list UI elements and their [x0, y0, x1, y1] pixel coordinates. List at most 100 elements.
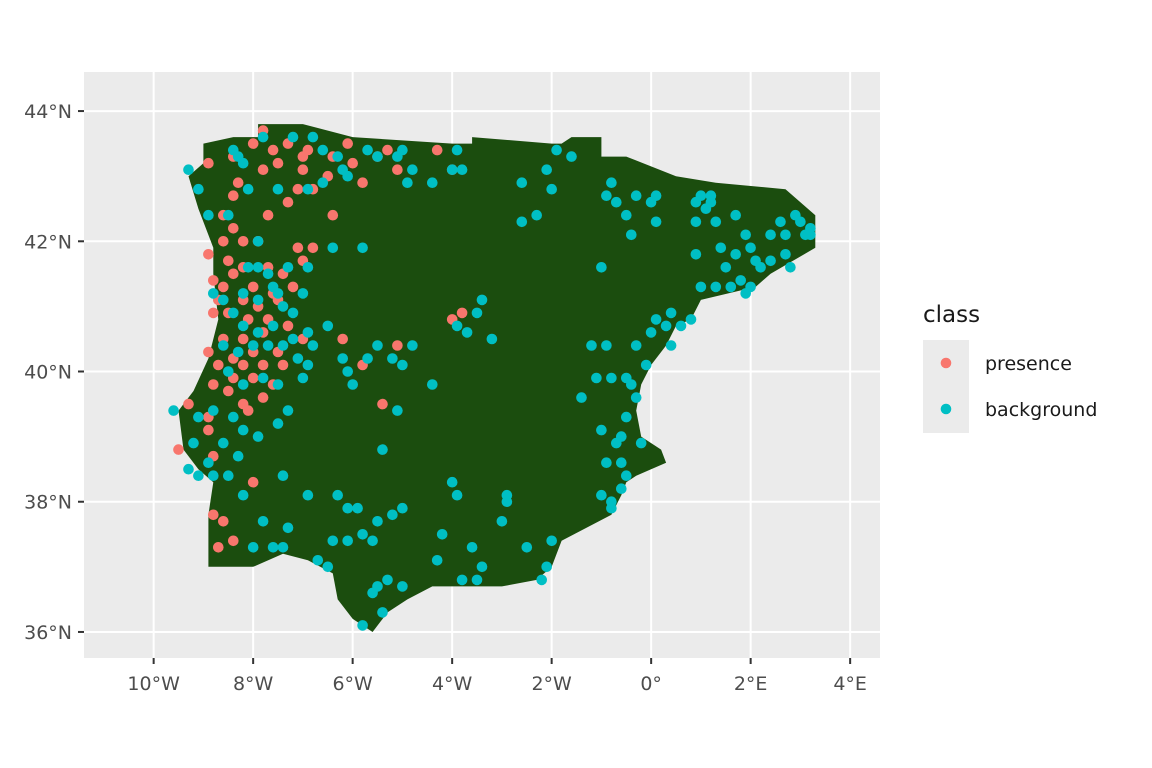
presence-point	[208, 275, 219, 286]
presence-point	[292, 242, 304, 254]
presence-point	[203, 157, 214, 169]
background-point	[725, 281, 737, 293]
background-point	[193, 183, 204, 195]
background-point	[237, 320, 249, 332]
presence-point	[282, 196, 294, 208]
background-point	[476, 294, 488, 306]
background-point	[591, 372, 602, 384]
background-point	[665, 307, 677, 319]
x-tick-label: 6°W	[332, 673, 373, 695]
background-point	[277, 340, 289, 351]
presence-point	[208, 307, 219, 319]
presence-point	[292, 183, 304, 195]
background-point	[436, 529, 448, 540]
background-point	[630, 392, 642, 403]
background-point	[630, 190, 642, 201]
presence-point	[342, 138, 354, 149]
presence-point	[218, 236, 229, 247]
background-point	[616, 457, 627, 469]
background-point	[257, 516, 269, 527]
background-point	[257, 372, 269, 384]
presence-point	[257, 359, 269, 371]
background-point	[611, 437, 622, 449]
background-point	[785, 262, 796, 273]
background-point	[626, 379, 637, 390]
legend-label-presence: presence	[985, 353, 1072, 375]
background-point	[660, 320, 672, 332]
presence-point	[242, 405, 254, 416]
legend-title: class	[923, 302, 980, 328]
presence-point	[327, 209, 339, 221]
background-point	[471, 574, 483, 586]
background-point	[720, 262, 732, 273]
background-point	[596, 424, 607, 436]
background-point	[780, 229, 791, 241]
background-point	[730, 249, 741, 260]
background-point	[327, 242, 339, 254]
background-point	[183, 164, 194, 175]
background-point	[601, 340, 612, 351]
background-point	[402, 177, 413, 188]
background-point	[297, 372, 309, 384]
presence-point	[183, 398, 194, 410]
background-point	[427, 177, 438, 188]
background-point	[755, 262, 766, 273]
background-point	[690, 216, 702, 228]
presence-point	[213, 542, 224, 553]
background-point	[740, 229, 751, 241]
background-point	[277, 542, 289, 553]
background-point	[765, 229, 776, 241]
background-point	[451, 320, 463, 332]
background-point	[332, 151, 344, 162]
presence-point	[232, 177, 244, 188]
presence-point	[431, 144, 443, 156]
background-point	[228, 307, 239, 319]
background-point	[272, 183, 284, 195]
legend: class presence background	[923, 302, 1097, 433]
background-point	[372, 340, 383, 351]
background-point	[327, 535, 339, 547]
background-point	[566, 151, 577, 162]
background-point	[367, 587, 378, 599]
background-point	[247, 542, 259, 553]
background-point	[541, 561, 552, 573]
background-point	[223, 470, 234, 482]
background-point	[208, 288, 219, 299]
background-point	[277, 470, 289, 482]
background-point	[407, 340, 418, 351]
background-point	[616, 483, 627, 495]
background-point	[292, 353, 304, 364]
background-point	[745, 242, 756, 254]
land-area	[178, 124, 816, 632]
background-point	[611, 196, 622, 208]
presence-point	[203, 249, 214, 260]
background-point	[397, 359, 408, 371]
background-point	[606, 502, 617, 514]
background-point	[397, 144, 408, 156]
background-point	[446, 476, 458, 488]
y-tick-label: 38°N	[24, 492, 72, 514]
background-point	[640, 359, 652, 371]
background-point	[650, 314, 662, 325]
presence-point	[277, 359, 289, 371]
background-point	[322, 561, 334, 573]
background-point	[496, 516, 508, 527]
background-point	[805, 229, 816, 241]
background-point	[223, 209, 234, 221]
presence-point	[228, 268, 239, 280]
presence-point	[247, 476, 259, 488]
background-point	[312, 555, 324, 566]
background-point	[601, 457, 612, 469]
background-point	[282, 262, 294, 273]
background-point	[710, 281, 722, 293]
y-tick-label: 40°N	[24, 362, 72, 384]
background-point	[650, 216, 662, 228]
presence-point	[357, 177, 368, 188]
presence-point	[247, 281, 259, 293]
background-point	[347, 379, 359, 390]
background-point	[237, 379, 249, 390]
presence-point	[337, 333, 349, 345]
background-point	[252, 236, 264, 247]
background-point	[471, 307, 483, 319]
